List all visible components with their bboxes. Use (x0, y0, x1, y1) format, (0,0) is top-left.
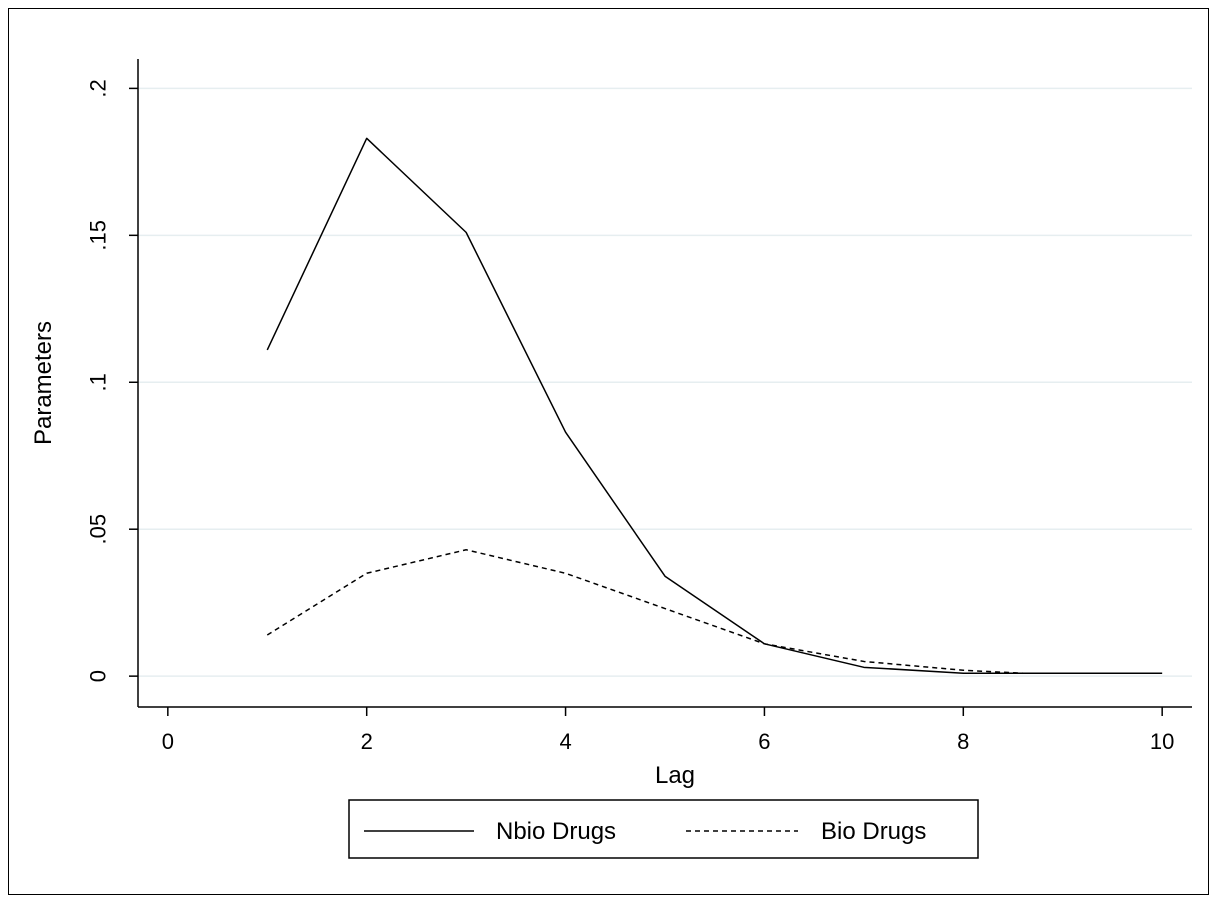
legend: Nbio Drugs Bio Drugs (348, 799, 979, 859)
legend-label-bio-drugs: Bio Drugs (821, 818, 926, 845)
gridlines (138, 87, 1192, 677)
y-ticks: 0 .05 .1 .15 .2 (86, 79, 138, 682)
x-tick-label: 2 (361, 729, 373, 754)
line-chart: 0 2 4 6 8 10 0 .05 .1 .15 .2 Lag Parameters Nbio … (30, 59, 1192, 859)
legend-box (348, 799, 979, 859)
y-tick-label: .05 (86, 514, 111, 545)
series-line-bio-drugs (266, 549, 1023, 674)
legend-label-nbio-drugs: Nbio Drugs (496, 818, 616, 845)
chart-frame: 0 2 4 6 8 10 0 .05 .1 .15 .2 Lag Parameters Nbio … (8, 8, 1209, 895)
y-tick-label: .2 (86, 79, 111, 97)
y-tick-label: .15 (86, 220, 111, 251)
x-tick-label: 0 (162, 729, 174, 754)
series-line-nbio-drugs (266, 137, 1163, 674)
x-tick-label: 8 (957, 729, 969, 754)
x-tick-label: 6 (758, 729, 770, 754)
x-tick-label: 10 (1150, 729, 1174, 754)
x-tick-label: 4 (559, 729, 571, 754)
x-ticks: 0 2 4 6 8 10 (162, 707, 1174, 754)
x-axis-title: Lag (655, 762, 695, 789)
y-axis-title: Parameters (30, 321, 57, 445)
series-lines (266, 137, 1163, 674)
y-tick-label: .1 (86, 373, 111, 391)
y-tick-label: 0 (86, 670, 111, 682)
